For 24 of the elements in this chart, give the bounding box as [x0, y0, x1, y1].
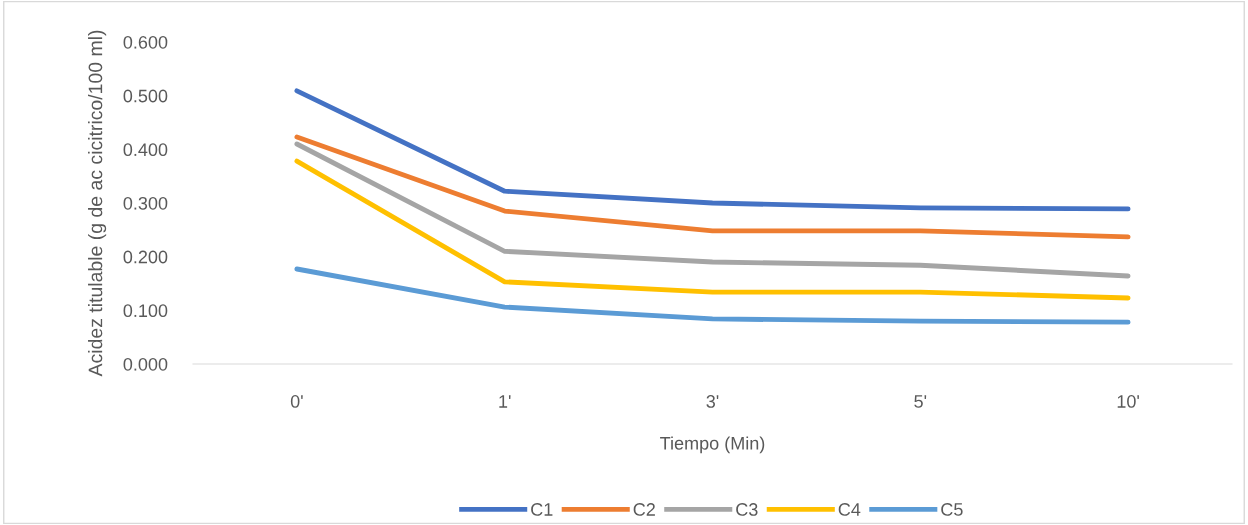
y-axis-title: Acidez titulable (g de ac cicitrico/100 ml) [88, 30, 107, 377]
y-tick-label: 0.600 [123, 35, 168, 49]
legend-label: C4 [838, 503, 861, 516]
y-tick-label: 0.000 [123, 357, 168, 371]
legend-label: C5 [941, 503, 963, 516]
y-tick-label: 0.200 [123, 250, 168, 264]
legend-label: C2 [633, 503, 655, 516]
y-tick-label: 0.300 [123, 196, 168, 210]
legend-label: C3 [736, 503, 758, 516]
x-tick-label: 3' [706, 395, 719, 408]
line-series [294, 88, 1131, 212]
line-series [294, 158, 1131, 301]
x-tick-label: 5' [914, 395, 927, 408]
line-series [294, 266, 1131, 325]
y-tick-label: 0.100 [123, 304, 168, 318]
y-tick-label: 0.400 [123, 143, 168, 157]
x-tick-label: 10' [1117, 395, 1139, 408]
x-axis-title: Tiempo (Min) [660, 436, 765, 454]
x-tick-label: 0' [290, 395, 303, 408]
y-tick-label: 0.500 [123, 89, 168, 103]
line-series [294, 141, 1131, 279]
line-series [294, 134, 1131, 240]
legend-label: C1 [531, 503, 553, 516]
x-tick-label: 1' [499, 395, 511, 408]
